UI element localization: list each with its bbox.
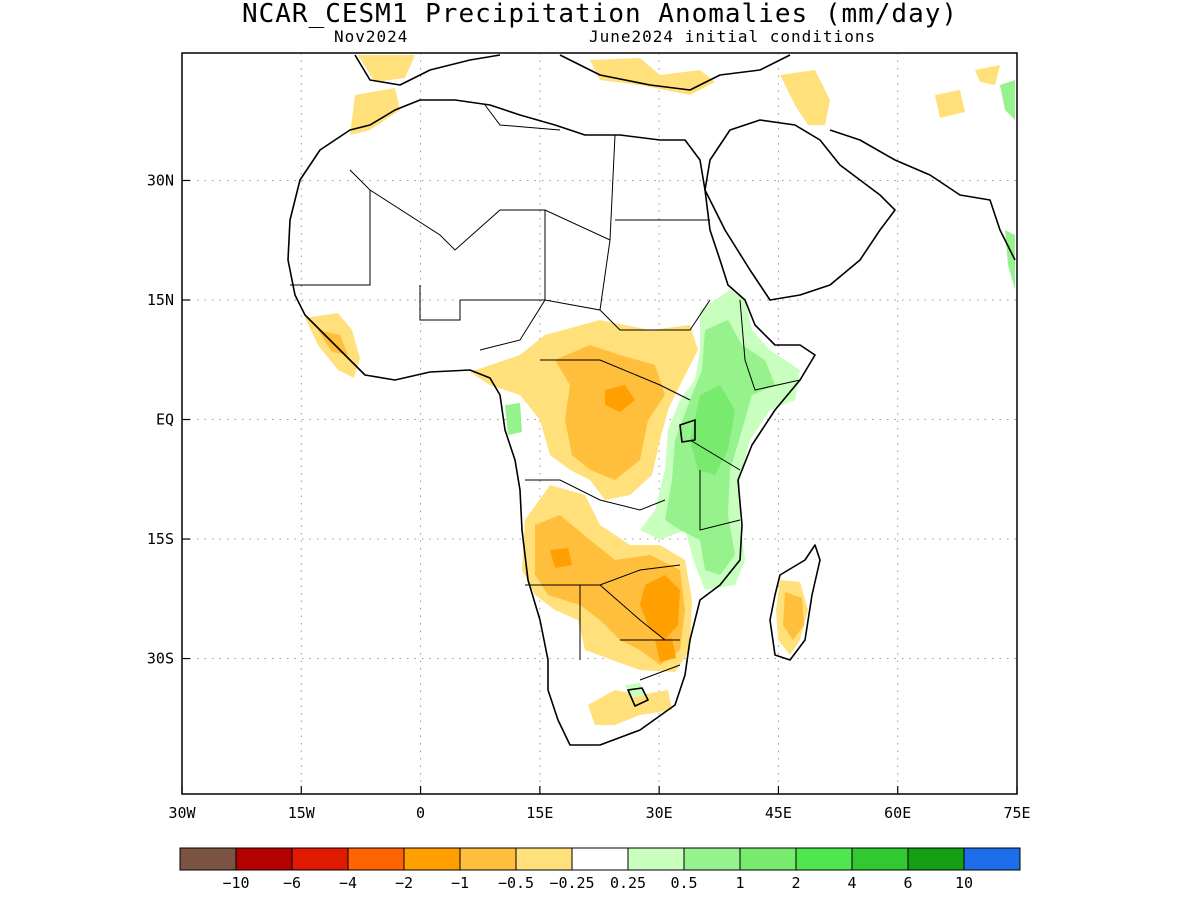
y-tick-label: 30S: [147, 650, 174, 668]
country-borders: [290, 104, 801, 681]
colorbar-swatch: [235, 847, 293, 871]
colorbar-label: −1: [451, 874, 469, 892]
anomaly-iran: [935, 90, 965, 118]
colorbar-label: −4: [339, 874, 357, 892]
anomaly-angola: [550, 548, 572, 568]
coastlines: [287, 54, 1016, 746]
europe-coastline: [354, 54, 791, 91]
anomaly-mozambique: [655, 638, 676, 662]
colorbar-swatch: [739, 847, 797, 871]
x-tick-label: 30E: [646, 804, 673, 822]
colorbar-swatch: [515, 847, 573, 871]
madagascar-coastline: [769, 544, 821, 661]
anomaly-middle-east: [780, 70, 830, 125]
colorbar-swatch: [571, 847, 629, 871]
colorbar-label: −0.5: [498, 874, 534, 892]
colorbar-swatch: [683, 847, 741, 871]
colorbar-swatch: [403, 847, 461, 871]
anomaly-drc-east: [605, 385, 635, 412]
arabia-coastline: [704, 119, 896, 301]
y-tick-label: 15N: [147, 291, 174, 309]
colorbar-swatch: [907, 847, 965, 871]
x-tick-label: 45E: [765, 804, 792, 822]
forecast-month: Nov2024: [334, 27, 409, 46]
lesotho-border: [627, 687, 649, 707]
colorbar-swatch: [347, 847, 405, 871]
anomaly-gabon: [505, 403, 522, 435]
colorbar: [179, 847, 1021, 871]
anomaly-core-central: [555, 345, 665, 480]
colorbar-label: 6: [903, 874, 912, 892]
map-area: [182, 53, 1017, 794]
colorbar-swatch: [179, 847, 237, 871]
anomaly-pakistan: [1000, 80, 1015, 120]
colorbar-label: 10: [955, 874, 973, 892]
lake-victoria: [679, 419, 696, 443]
colorbar-swatch: [627, 847, 685, 871]
anomaly-india-west: [1005, 230, 1015, 290]
x-tick-label: 60E: [884, 804, 911, 822]
x-tick-label: 15W: [288, 804, 316, 822]
anomaly-zimbabwe: [640, 575, 680, 640]
anomaly-core-south: [535, 515, 685, 665]
anomaly-mediterranean: [590, 58, 715, 95]
map-title: NCAR_CESM1 Precipitation Anomalies (mm/d…: [241, 0, 959, 29]
x-tick-label: 0: [416, 804, 425, 822]
initial-conditions: June2024 initial conditions: [589, 27, 877, 46]
colorbar-label: 0.25: [610, 874, 646, 892]
colorbar-label: 2: [791, 874, 800, 892]
y-axis: 30N 15N EQ 15S 30S: [147, 171, 190, 668]
anomaly-east-africa-wet-peak: [690, 385, 735, 475]
colorbar-label: −0.25: [549, 874, 594, 892]
colorbar-label: 0.5: [670, 874, 697, 892]
map-frame: [181, 52, 1018, 795]
border-lines: [290, 104, 801, 681]
colorbar-swatch: [851, 847, 909, 871]
colorbar-swatch: [795, 847, 853, 871]
colorbar-label: −2: [395, 874, 413, 892]
colorbar-label: −10: [222, 874, 249, 892]
x-tick-label: 30W: [168, 804, 196, 822]
anomaly-arabia-east: [975, 65, 1000, 85]
colorbar-labels: −10 −6 −4 −2 −1 −0.5 −0.25 0.25 0.5 1 2 4 6 10: [222, 874, 973, 892]
colorbar-swatch: [459, 847, 517, 871]
anomaly-madagascar-core: [783, 592, 804, 640]
colorbar-label: 1: [735, 874, 744, 892]
x-tick-label: 15E: [526, 804, 553, 822]
y-tick-label: 15S: [147, 530, 174, 548]
africa-coastline: [287, 99, 816, 746]
y-tick-label: EQ: [156, 411, 174, 429]
colorbar-label: 4: [847, 874, 856, 892]
iran-coastline: [829, 129, 1016, 261]
y-tick-label: 30N: [147, 171, 174, 189]
anomaly-north-africa: [350, 88, 400, 135]
colorbar-label: −6: [283, 874, 301, 892]
anomaly-iberia: [358, 55, 415, 82]
anomaly-shading: [305, 55, 1015, 725]
x-axis: 30W 15W 0 15E 30E 45E 60E 75E: [168, 786, 1031, 822]
x-tick-label: 75E: [1003, 804, 1030, 822]
anomaly-south-coast: [588, 690, 672, 725]
colorbar-swatch: [291, 847, 349, 871]
colorbar-swatch: [963, 847, 1021, 871]
